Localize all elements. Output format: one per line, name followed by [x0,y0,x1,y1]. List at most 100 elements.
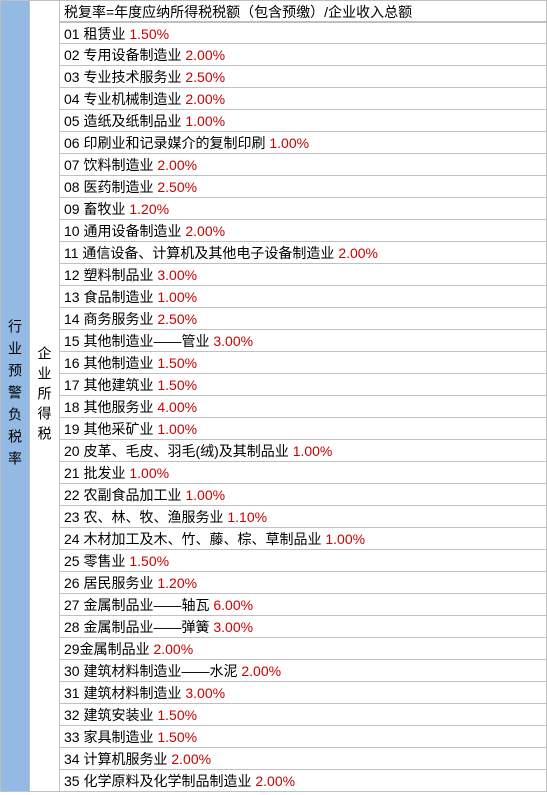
tax-rate-table: 行业预警负税率 企业所得税 税复率=年度应纳所得税税额（包含预缴）/企业收入总额… [0,0,547,792]
table-row: 12 塑料制品业 3.00% [60,264,547,286]
tax-rate: 2.50% [185,69,225,85]
tax-rate: 2.00% [338,245,378,261]
industry-name: 22 农副食品加工业 [64,487,185,503]
tax-rate: 1.00% [185,487,225,503]
industry-name: 04 专业机械制造业 [64,91,185,107]
industry-name: 11 通信设备、计算机及其他电子设备制造业 [64,245,338,261]
industry-name: 16 其他制造业 [64,355,157,371]
formula-header-row: 税复率=年度应纳所得税税额（包含预缴）/企业收入总额 [60,0,547,22]
tax-rate: 1.50% [157,729,197,745]
table-row: 33 家具制造业 1.50% [60,726,547,748]
tax-rate: 2.00% [185,223,225,239]
industry-name: 32 建筑安装业 [64,707,157,723]
tax-rate: 3.00% [213,333,253,349]
tax-rate: 2.50% [157,179,197,195]
industry-name: 05 造纸及纸制品业 [64,113,185,129]
table-row: 14 商务服务业 2.50% [60,308,547,330]
data-column: 税复率=年度应纳所得税税额（包含预缴）/企业收入总额 01 租赁业 1.50%0… [60,0,547,792]
tax-rate: 2.00% [185,47,225,63]
industry-name: 12 塑料制品业 [64,267,157,283]
table-row: 29金属制品业 2.00% [60,638,547,660]
table-row: 17 其他建筑业 1.50% [60,374,547,396]
table-row: 09 畜牧业 1.20% [60,198,547,220]
table-row: 25 零售业 1.50% [60,550,547,572]
category-label: 行业预警负税率 [5,319,25,473]
industry-name: 34 计算机服务业 [64,751,171,767]
table-row: 08 医药制造业 2.50% [60,176,547,198]
table-row: 13 食品制造业 1.00% [60,286,547,308]
industry-name: 01 租赁业 [64,26,129,42]
table-row: 30 建筑材料制造业——水泥 2.00% [60,660,547,682]
tax-rate: 1.10% [227,509,267,525]
table-row: 18 其他服务业 4.00% [60,396,547,418]
tax-rate: 1.50% [157,377,197,393]
table-row: 06 印刷业和记录媒介的复制印刷 1.00% [60,132,547,154]
tax-rate: 3.00% [185,685,225,701]
tax-rate: 2.50% [157,311,197,327]
industry-name: 33 家具制造业 [64,729,157,745]
tax-rate: 2.00% [171,751,211,767]
industry-name: 31 建筑材料制造业 [64,685,185,701]
tax-rate: 1.20% [157,575,197,591]
industry-name: 10 通用设备制造业 [64,223,185,239]
tax-rate: 1.50% [129,26,169,42]
industry-name: 15 其他制造业——管业 [64,333,213,349]
table-row: 07 饮料制造业 2.00% [60,154,547,176]
industry-name: 09 畜牧业 [64,201,129,217]
table-row: 23 农、林、牧、渔服务业 1.10% [60,506,547,528]
tax-rate: 2.00% [255,773,295,789]
tax-rate: 1.00% [293,443,333,459]
industry-name: 24 木材加工及木、竹、藤、棕、草制品业 [64,531,325,547]
tax-rate: 3.00% [157,267,197,283]
tax-rate: 1.50% [157,707,197,723]
rows-container: 01 租赁业 1.50%02 专用设备制造业 2.00%03 专业技术服务业 2… [60,22,547,792]
tax-rate: 2.00% [153,641,193,657]
table-row: 04 专业机械制造业 2.00% [60,88,547,110]
tax-rate: 1.00% [185,113,225,129]
table-row: 35 化学原料及化学制品制造业 2.00% [60,770,547,792]
tax-rate: 2.00% [157,157,197,173]
industry-name: 30 建筑材料制造业——水泥 [64,663,241,679]
industry-name: 06 印刷业和记录媒介的复制印刷 [64,135,269,151]
tax-rate: 2.00% [185,91,225,107]
table-row: 26 居民服务业 1.20% [60,572,547,594]
industry-name: 14 商务服务业 [64,311,157,327]
table-row: 32 建筑安装业 1.50% [60,704,547,726]
tax-rate: 1.50% [157,355,197,371]
tax-rate: 1.00% [129,465,169,481]
table-row: 24 木材加工及木、竹、藤、棕、草制品业 1.00% [60,528,547,550]
industry-name: 17 其他建筑业 [64,377,157,393]
tax-rate: 4.00% [157,399,197,415]
industry-name: 19 其他采矿业 [64,421,157,437]
table-row: 27 金属制品业——轴瓦 6.00% [60,594,547,616]
tax-rate: 1.00% [157,289,197,305]
tax-rate: 1.50% [129,553,169,569]
industry-name: 28 金属制品业——弹簧 [64,619,213,635]
tax-rate: 1.00% [157,421,197,437]
tax-rate: 1.00% [325,531,365,547]
industry-name: 23 农、林、牧、渔服务业 [64,509,227,525]
tax-rate: 3.00% [213,619,253,635]
table-row: 10 通用设备制造业 2.00% [60,220,547,242]
industry-name: 20 皮革、毛皮、羽毛(绒)及其制品业 [64,443,293,459]
table-row: 34 计算机服务业 2.00% [60,748,547,770]
industry-name: 29金属制品业 [64,641,153,657]
industry-name: 02 专用设备制造业 [64,47,185,63]
tax-rate: 1.20% [129,201,169,217]
industry-name: 08 医药制造业 [64,179,157,195]
industry-name: 18 其他服务业 [64,399,157,415]
table-row: 19 其他采矿业 1.00% [60,418,547,440]
table-row: 03 专业技术服务业 2.50% [60,66,547,88]
table-row: 28 金属制品业——弹簧 3.00% [60,616,547,638]
industry-name: 27 金属制品业——轴瓦 [64,597,213,613]
tax-type-label: 企业所得税 [35,346,55,446]
industry-name: 03 专业技术服务业 [64,69,185,85]
table-row: 01 租赁业 1.50% [60,22,547,44]
table-row: 22 农副食品加工业 1.00% [60,484,547,506]
table-row: 21 批发业 1.00% [60,462,547,484]
formula-text: 税复率=年度应纳所得税税额（包含预缴）/企业收入总额 [64,4,412,20]
table-row: 02 专用设备制造业 2.00% [60,44,547,66]
industry-name: 35 化学原料及化学制品制造业 [64,773,255,789]
industry-name: 25 零售业 [64,553,129,569]
table-row: 16 其他制造业 1.50% [60,352,547,374]
